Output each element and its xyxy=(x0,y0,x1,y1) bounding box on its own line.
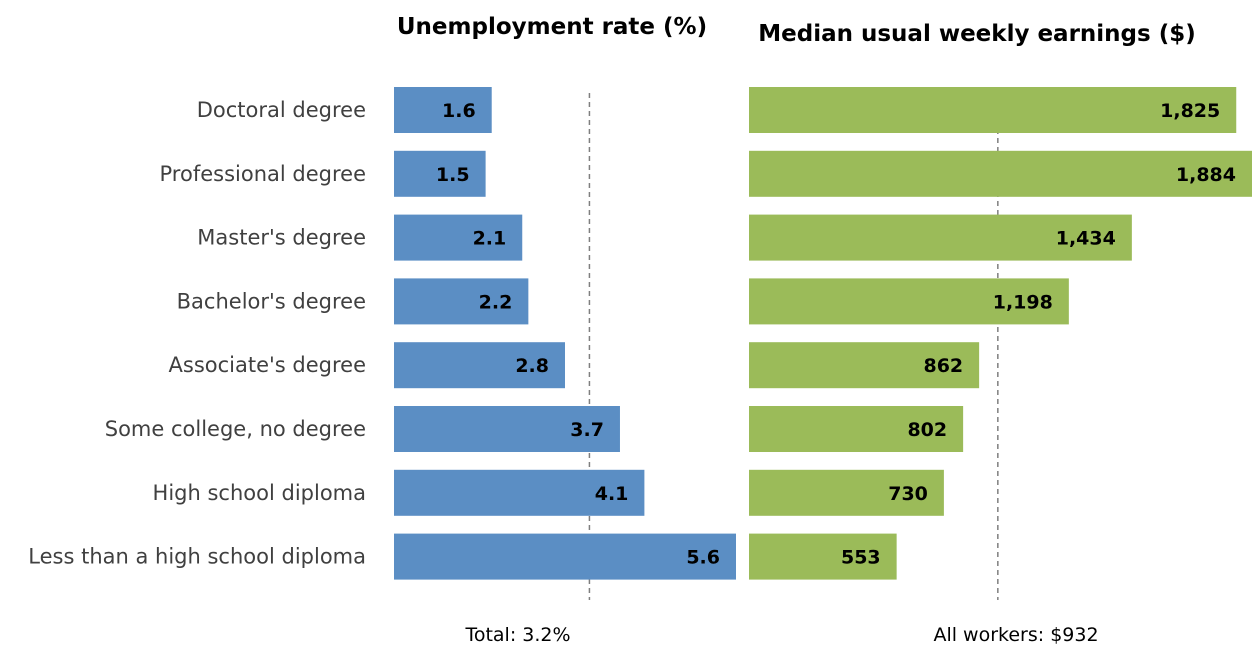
bar xyxy=(749,342,980,389)
bar xyxy=(394,406,620,452)
bar-value-label: 2.2 xyxy=(479,291,513,313)
bar xyxy=(394,214,523,261)
bar xyxy=(749,533,897,580)
bar xyxy=(749,469,944,516)
category-label: Bachelor's degree xyxy=(177,289,366,313)
category-labels: Doctoral degree Professional degree Master… xyxy=(28,98,366,569)
unemployment-panel: 1.6 1.5 2.1 2.2 2.8 3.7 4.1 5.6 xyxy=(394,87,736,600)
bar-value-label: 1.5 xyxy=(436,164,470,186)
unemployment-reference-label: Total: 3.2% xyxy=(464,624,570,646)
bar-value-label: 2.1 xyxy=(473,228,507,250)
bar xyxy=(394,87,492,133)
category-label: High school diploma xyxy=(153,481,366,505)
category-label: Some college, no degree xyxy=(105,417,366,441)
earnings-reference-label: All workers: $932 xyxy=(933,624,1098,646)
bar-value-label: 1.6 xyxy=(442,100,476,122)
category-label: Less than a high school diploma xyxy=(28,545,366,569)
bar xyxy=(749,214,1132,261)
bar-value-label: 5.6 xyxy=(686,547,720,569)
bar xyxy=(394,533,736,580)
category-label: Associate's degree xyxy=(169,353,366,377)
unemployment-panel-title: Unemployment rate (%) xyxy=(397,14,707,40)
category-label: Doctoral degree xyxy=(197,98,366,122)
category-label: Master's degree xyxy=(197,226,366,250)
bar-value-label: 3.7 xyxy=(570,419,604,441)
earnings-panel-title: Median usual weekly earnings ($) xyxy=(758,21,1196,47)
bar xyxy=(394,342,565,389)
bar xyxy=(749,406,964,452)
bar xyxy=(394,469,645,516)
bar xyxy=(394,150,486,197)
earnings-panel: 1,825 1,884 1,434 1,198 862 802 730 553 xyxy=(749,87,1252,600)
bar-value-label: 730 xyxy=(888,483,928,505)
bar-value-label: 1,884 xyxy=(1176,164,1236,186)
bar-value-label: 1,434 xyxy=(1056,228,1116,250)
bar-value-label: 2.8 xyxy=(515,355,549,377)
bar xyxy=(749,87,1237,133)
bar xyxy=(394,278,529,325)
bar-value-label: 1,825 xyxy=(1160,100,1220,122)
bar-value-label: 1,198 xyxy=(993,291,1053,313)
bar-value-label: 4.1 xyxy=(595,483,629,505)
bar-value-label: 802 xyxy=(907,419,947,441)
bar xyxy=(749,150,1252,197)
category-label: Professional degree xyxy=(160,162,366,186)
bar xyxy=(749,278,1069,325)
bar-value-label: 553 xyxy=(841,547,881,569)
bar-value-label: 862 xyxy=(923,355,963,377)
